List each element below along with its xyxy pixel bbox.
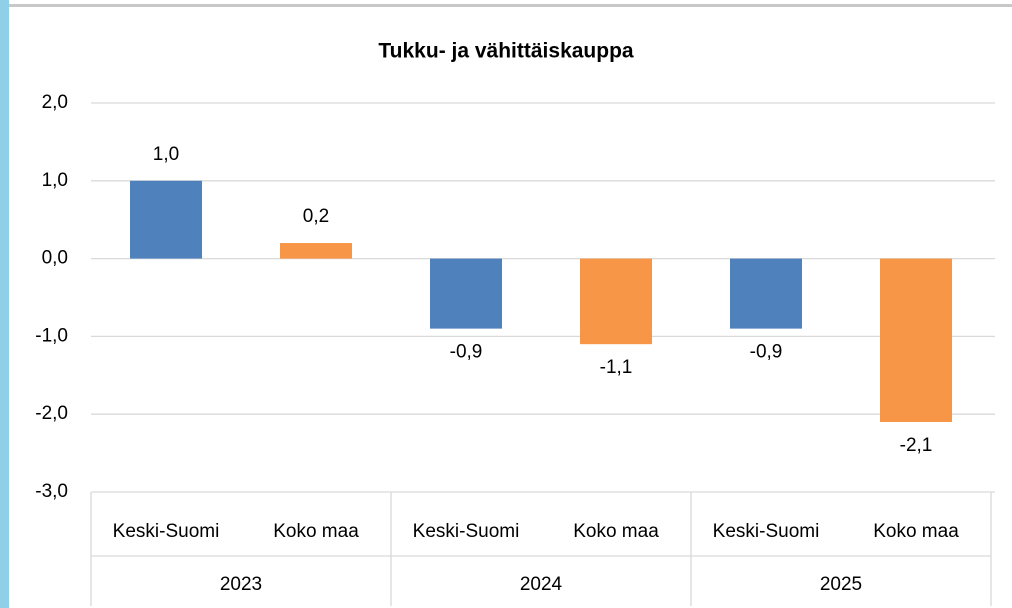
value-label: -0,9 [750, 342, 783, 363]
bar [130, 180, 202, 259]
x-tick-label: Keski-Suomi [113, 521, 220, 542]
y-tick-label: -2,0 [35, 403, 68, 424]
value-label: -1,1 [600, 357, 633, 378]
bar [430, 258, 502, 329]
left-border [0, 0, 9, 608]
group-label: 2024 [520, 574, 563, 595]
group-label: 2025 [820, 574, 862, 595]
chart-title: Tukku- ja vähittäiskauppa [378, 40, 633, 63]
value-label: -0,9 [450, 342, 483, 363]
y-tick-label: 1,0 [42, 170, 68, 191]
y-tick-label: 2,0 [42, 92, 68, 113]
y-tick-label: -1,0 [35, 325, 68, 346]
x-tick-label: Keski-Suomi [413, 521, 520, 542]
bar [580, 258, 652, 345]
x-tick-label: Koko maa [573, 521, 659, 542]
x-tick-label: Keski-Suomi [713, 521, 820, 542]
bar [880, 258, 952, 422]
y-tick-label: -3,0 [35, 481, 68, 502]
value-label: 1,0 [153, 144, 179, 165]
y-tick-label: 0,0 [42, 248, 68, 269]
bar [730, 258, 802, 329]
top-border [9, 4, 1012, 7]
value-label: -2,1 [900, 435, 933, 456]
value-label: 0,2 [303, 206, 329, 227]
bar [280, 243, 352, 259]
group-label: 2023 [220, 574, 262, 595]
x-tick-label: Koko maa [873, 521, 959, 542]
x-tick-label: Koko maa [273, 521, 359, 542]
